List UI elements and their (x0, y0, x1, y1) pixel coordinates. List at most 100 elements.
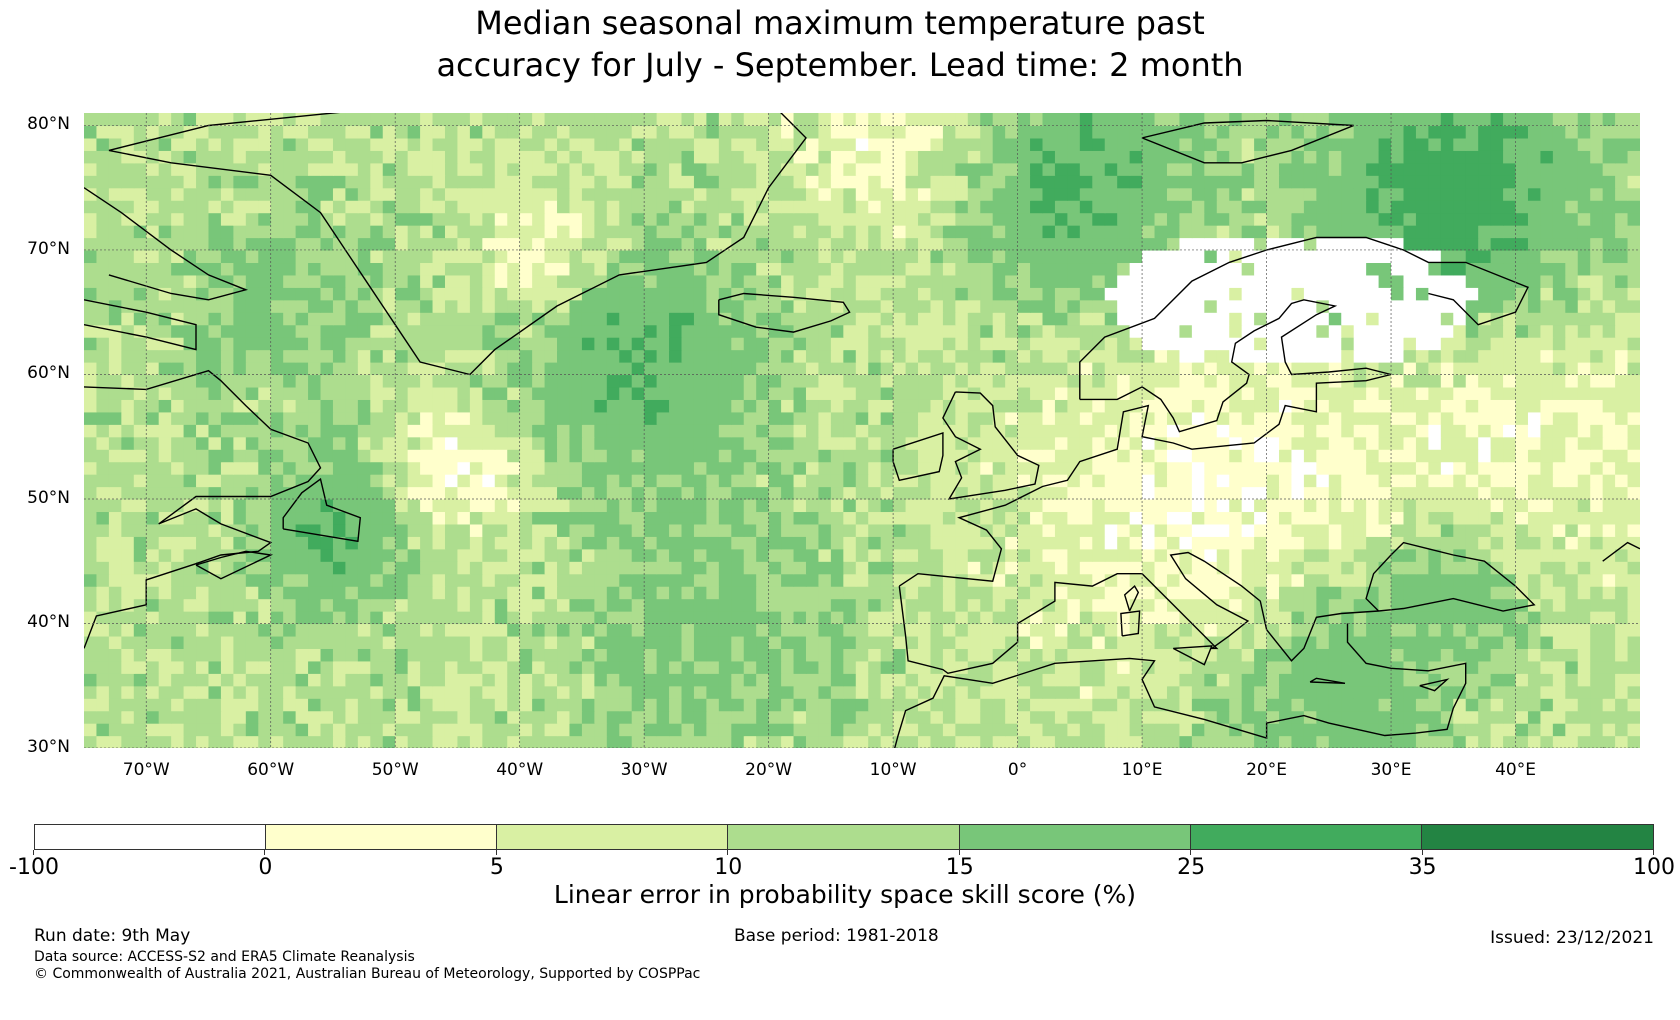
skill-cell (1328, 710, 1342, 724)
skill-cell (283, 598, 297, 612)
skill-cell (444, 262, 459, 276)
skill-cell (544, 710, 558, 724)
skill-cell (432, 449, 446, 463)
skill-cell (457, 586, 471, 600)
skill-score-map[interactable] (0, 0, 1680, 800)
skill-cell (532, 635, 546, 649)
skill-cell (444, 735, 459, 748)
skill-cell (1453, 673, 1467, 687)
skill-cell (805, 635, 820, 649)
skill-cell (532, 337, 546, 351)
skill-cell (1503, 735, 1517, 748)
skill-cell (818, 249, 832, 264)
skill-cell (581, 623, 595, 637)
skill-cell (1627, 274, 1640, 288)
skill-cell (1291, 623, 1305, 637)
skill-cell (121, 623, 135, 637)
skill-cell (432, 735, 446, 748)
skill-cell (1527, 673, 1542, 687)
skill-cell (1092, 386, 1106, 400)
skill-cell (1415, 262, 1429, 276)
skill-cell (619, 536, 633, 550)
skill-cell (84, 710, 98, 724)
skill-cell (532, 324, 546, 338)
skill-cell (868, 635, 882, 649)
skill-cell (1241, 498, 1255, 513)
skill-cell (1054, 274, 1068, 288)
skill-cell (420, 486, 434, 500)
skill-cell (830, 399, 844, 413)
skill-cell (905, 586, 919, 600)
skill-cell (1403, 386, 1417, 400)
skill-cell (768, 698, 782, 712)
skill-cell (183, 523, 197, 537)
skill-cell (407, 349, 421, 363)
skill-cell (1067, 648, 1081, 662)
skill-cell (208, 660, 222, 674)
skill-cell (1503, 424, 1517, 438)
skill-cell (308, 486, 322, 500)
skill-cell (1291, 424, 1305, 438)
skill-cell (1204, 486, 1218, 500)
skill-cell (930, 698, 944, 712)
skill-cell (743, 635, 757, 649)
skill-cell (1378, 249, 1392, 264)
skill-cell (1079, 386, 1093, 400)
skill-cell (420, 337, 434, 351)
skill-cell (171, 523, 185, 537)
skill-cell (1353, 735, 1367, 748)
skill-cell (1166, 474, 1181, 488)
skill-cell (1353, 660, 1367, 674)
skill-cell (868, 623, 882, 637)
skill-cell (967, 523, 981, 537)
skill-cell (1216, 449, 1230, 463)
skill-cell (332, 449, 347, 463)
skill-cell (1166, 262, 1181, 276)
skill-cell (84, 399, 98, 413)
skill-cell (1279, 735, 1293, 748)
skill-cell (233, 386, 247, 400)
skill-cell (1092, 498, 1106, 513)
skill-cell (196, 548, 210, 562)
skill-cell (1017, 511, 1031, 525)
skill-cell (519, 249, 533, 264)
skill-cell (1166, 710, 1181, 724)
skill-cell (345, 511, 359, 525)
skill-cell (669, 274, 683, 288)
skill-cell (1254, 474, 1268, 488)
skill-cell (1391, 461, 1405, 475)
skill-cell (308, 598, 322, 612)
skill-cell (444, 673, 459, 687)
skill-cell (781, 586, 795, 600)
skill-cell (295, 374, 309, 388)
skill-cell (1117, 548, 1131, 562)
skill-cell (1615, 723, 1629, 737)
skill-cell (507, 362, 521, 376)
skill-cell (1552, 723, 1566, 737)
skill-cell (656, 337, 670, 351)
skill-cell (345, 399, 359, 413)
skill-cell (1216, 312, 1230, 326)
skill-cell (270, 312, 284, 326)
skill-cell (1216, 698, 1230, 712)
skill-cell (1353, 685, 1367, 699)
skill-cell (1540, 436, 1554, 450)
skill-cell (1478, 573, 1492, 587)
skill-cell (1229, 411, 1243, 425)
skill-cell (1191, 474, 1205, 488)
skill-cell (1279, 573, 1293, 587)
skill-cell (158, 523, 172, 537)
skill-cell (669, 424, 683, 438)
skill-cell (1092, 362, 1106, 376)
skill-cell (1303, 561, 1317, 575)
skill-cell (569, 249, 583, 264)
skill-cell (183, 436, 197, 450)
skill-cell (332, 685, 347, 699)
skill-cell (1216, 561, 1230, 575)
skill-cell (1515, 249, 1529, 264)
skill-cell (1552, 262, 1566, 276)
skill-cell (1054, 698, 1068, 712)
skill-cell (619, 523, 633, 537)
skill-cell (1166, 299, 1181, 313)
skill-cell (370, 635, 384, 649)
